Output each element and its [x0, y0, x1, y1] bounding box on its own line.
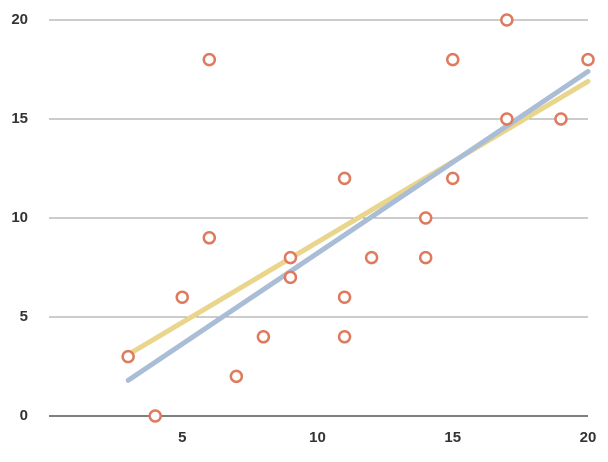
- data-point: [418, 250, 433, 265]
- data-point: [256, 330, 271, 344]
- data-point: [148, 409, 162, 423]
- data-point: [337, 171, 352, 186]
- x-tick-label: 10: [309, 429, 326, 446]
- y-tick-label: 20: [11, 11, 28, 28]
- data-point: [446, 171, 460, 186]
- data-point: [364, 250, 379, 265]
- data-point: [283, 250, 298, 265]
- y-tick-label: 15: [11, 110, 28, 127]
- trend-line: [125, 78, 591, 358]
- data-point: [121, 349, 135, 364]
- data-point: [229, 369, 244, 384]
- x-tick-label: 5: [178, 429, 186, 446]
- trend-line: [125, 68, 591, 383]
- data-point: [202, 231, 217, 245]
- data-point: [283, 270, 298, 285]
- data-point: [500, 112, 514, 126]
- data-point: [337, 330, 352, 344]
- data-point: [202, 52, 217, 67]
- x-tick-label: 20: [580, 429, 597, 446]
- y-tick-label: 5: [20, 308, 28, 325]
- data-point: [337, 290, 352, 304]
- y-tick-label: 10: [11, 209, 28, 226]
- data-point: [446, 52, 460, 67]
- y-tick-label: 0: [20, 407, 28, 424]
- x-tick-label: 15: [444, 429, 461, 446]
- data-point: [500, 13, 514, 27]
- data-point: [554, 112, 568, 126]
- data-point: [418, 211, 433, 225]
- data-point: [581, 52, 595, 67]
- data-point: [175, 290, 189, 304]
